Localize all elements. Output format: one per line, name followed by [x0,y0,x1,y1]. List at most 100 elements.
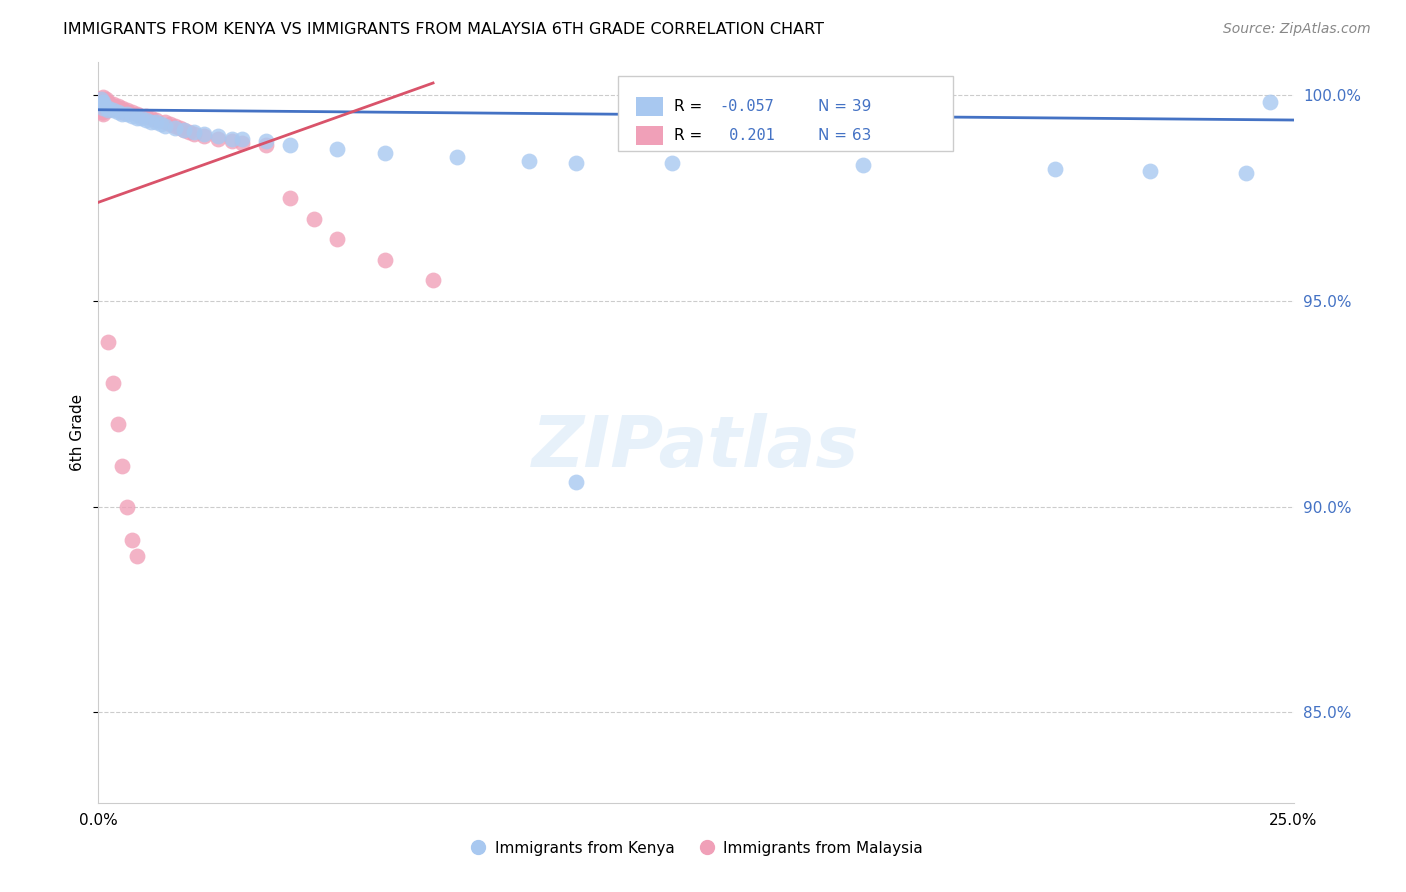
Point [111,103,134,117]
Point [139,111,162,125]
Point [207,131,229,145]
Legend: Immigrants from Kenya, Immigrants from Malaysia: Immigrants from Kenya, Immigrants from M… [463,834,929,862]
Point [107,101,129,115]
Point [90,101,112,115]
Point [254,134,277,148]
Point [149,117,172,131]
Point [125,549,148,563]
Point [125,107,148,121]
Point [91,92,114,106]
Point [326,142,349,156]
Point [1139,164,1161,178]
Point [221,131,243,145]
Point [207,129,229,144]
Point [115,103,138,117]
Point [193,129,215,144]
Point [374,252,396,267]
Point [115,107,138,121]
Point [89,96,111,111]
Point [89,95,111,109]
Point [278,191,301,205]
Point [101,376,124,391]
Point [107,103,129,117]
Point [173,123,195,137]
Bar [637,126,662,145]
Point [302,211,325,226]
Text: N = 39: N = 39 [818,99,872,114]
Point [97,96,120,111]
Point [91,98,114,112]
Point [107,104,129,119]
Point [125,111,148,125]
Point [173,123,195,137]
Point [278,137,301,152]
Point [89,92,111,106]
Point [221,134,243,148]
Text: 0.201: 0.201 [720,128,775,143]
Point [145,113,167,128]
Point [101,98,124,112]
Point [101,96,124,111]
Point [115,104,138,119]
Bar [637,97,662,116]
Point [90,103,112,117]
Point [1234,166,1257,180]
Point [193,128,215,142]
Point [131,109,153,123]
Point [159,117,181,131]
Point [1043,162,1066,177]
Point [97,103,120,117]
Point [446,150,468,164]
Text: IMMIGRANTS FROM KENYA VS IMMIGRANTS FROM MALAYSIA 6TH GRADE CORRELATION CHART: IMMIGRANTS FROM KENYA VS IMMIGRANTS FROM… [63,22,824,37]
Point [155,119,177,133]
Point [97,335,120,350]
Y-axis label: 6th Grade: 6th Grade [70,394,86,471]
Point [254,137,277,152]
Point [169,121,191,136]
Point [97,95,120,109]
Point [422,273,444,287]
Text: ZIPatlas: ZIPatlas [533,413,859,482]
Text: -0.057: -0.057 [720,99,775,114]
Point [115,500,138,514]
Point [97,103,120,117]
Point [163,119,186,133]
Point [107,98,129,112]
Text: R =: R = [675,99,707,114]
Point [231,136,253,150]
Point [94,92,117,106]
Point [101,103,124,117]
Point [139,115,162,129]
Point [661,156,683,170]
Point [131,111,153,125]
Text: Source: ZipAtlas.com: Source: ZipAtlas.com [1223,22,1371,37]
Point [97,98,120,112]
Point [91,95,114,109]
Point [565,475,588,489]
Point [121,533,143,547]
Point [179,125,201,139]
Point [107,417,129,432]
Point [91,104,114,119]
Point [91,96,114,111]
Point [135,113,157,128]
Point [155,115,177,129]
Point [145,115,167,129]
Point [91,104,114,119]
Text: N = 63: N = 63 [818,128,872,143]
Point [111,107,134,121]
Point [565,156,588,170]
FancyBboxPatch shape [619,76,953,152]
Point [121,109,143,123]
Point [91,101,114,115]
Point [90,92,112,106]
Point [852,158,875,172]
Point [163,121,186,136]
Point [183,128,205,142]
Point [121,104,143,119]
Point [135,109,157,123]
Point [91,95,114,109]
Point [91,90,114,104]
Point [517,154,540,169]
Point [90,98,112,112]
